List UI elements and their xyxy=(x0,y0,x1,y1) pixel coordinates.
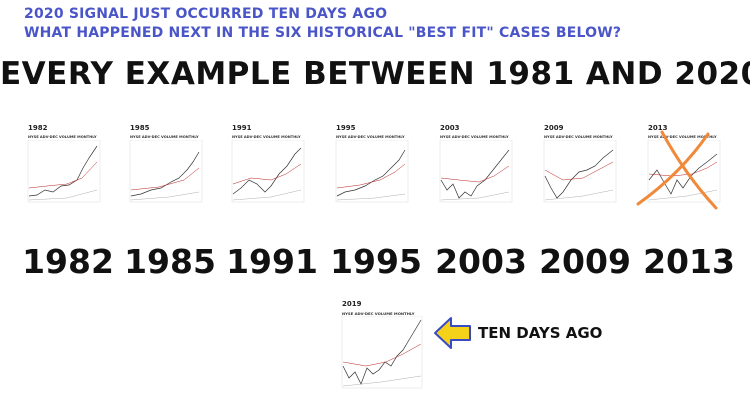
thumbnail-chart xyxy=(335,140,409,203)
ten-days-ago-label: TEN DAYS AGO xyxy=(478,324,603,342)
chart-thumbnail-1982: 1982 NYSE ADV-DEC VOLUME MONTHLY xyxy=(27,124,109,210)
thumbnail-year: 1995 xyxy=(336,124,356,132)
thumbnail-title: NYSE ADV-DEC VOLUME MONTHLY xyxy=(342,311,415,316)
year-label: 2003 xyxy=(435,242,527,281)
thumbnail-chart xyxy=(647,140,721,203)
thumbnail-title: NYSE ADV-DEC VOLUME MONTHLY xyxy=(648,135,717,139)
cross-out-mark xyxy=(636,130,718,210)
year-label: 2013 xyxy=(643,242,735,281)
thumbnail-year: 1985 xyxy=(130,124,150,132)
chart-thumbnail-2009: 2009 NYSE ADV-DEC VOLUME MONTHLY xyxy=(543,124,625,210)
thumbnail-title: NYSE ADV-DEC VOLUME MONTHLY xyxy=(130,135,199,139)
thumbnail-title: NYSE ADV-DEC VOLUME MONTHLY xyxy=(440,135,509,139)
thumbnail-year: 2019 xyxy=(342,300,362,308)
thumbnail-year: 2009 xyxy=(544,124,564,132)
thumbnail-title: NYSE ADV-DEC VOLUME MONTHLY xyxy=(232,135,301,139)
headline: EVERY EXAMPLE BETWEEN 1981 AND 2020 xyxy=(0,56,750,92)
subtitle-line-1: 2020 SIGNAL JUST OCCURRED TEN DAYS AGO xyxy=(24,6,388,22)
arrow-left-icon xyxy=(434,317,471,349)
thumbnail-year: 1991 xyxy=(232,124,252,132)
chart-thumbnail-2013: 2013 NYSE ADV-DEC VOLUME MONTHLY xyxy=(647,124,729,210)
thumbnail-chart xyxy=(439,140,513,203)
thumbnail-title: NYSE ADV-DEC VOLUME MONTHLY xyxy=(28,135,97,139)
chart-thumbnail-2019: 2019 NYSE ADV-DEC VOLUME MONTHLY xyxy=(341,300,433,396)
year-label: 1982 xyxy=(22,242,114,281)
chart-thumbnail-1985: 1985 NYSE ADV-DEC VOLUME MONTHLY xyxy=(129,124,211,210)
thumbnail-chart xyxy=(341,316,423,389)
year-label: 1985 xyxy=(124,242,216,281)
subtitle-line-2: WHAT HAPPENED NEXT IN THE SIX HISTORICAL… xyxy=(24,25,622,41)
thumbnail-title: NYSE ADV-DEC VOLUME MONTHLY xyxy=(336,135,405,139)
thumbnail-year: 2003 xyxy=(440,124,460,132)
chart-thumbnail-1991: 1991 NYSE ADV-DEC VOLUME MONTHLY xyxy=(231,124,313,210)
year-label: 1991 xyxy=(226,242,318,281)
chart-thumbnail-2003: 2003 NYSE ADV-DEC VOLUME MONTHLY xyxy=(439,124,521,210)
thumbnail-year: 1982 xyxy=(28,124,48,132)
thumbnail-title: NYSE ADV-DEC VOLUME MONTHLY xyxy=(544,135,613,139)
year-label: 1995 xyxy=(330,242,422,281)
thumbnail-chart xyxy=(129,140,203,203)
thumbnail-chart xyxy=(231,140,305,203)
thumbnail-year: 2013 xyxy=(648,124,668,132)
thumbnail-chart xyxy=(543,140,617,203)
chart-thumbnail-1995: 1995 NYSE ADV-DEC VOLUME MONTHLY xyxy=(335,124,417,210)
thumbnail-chart xyxy=(27,140,101,203)
year-label: 2009 xyxy=(539,242,631,281)
